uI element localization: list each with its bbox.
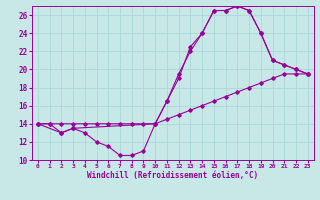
X-axis label: Windchill (Refroidissement éolien,°C): Windchill (Refroidissement éolien,°C) <box>87 171 258 180</box>
